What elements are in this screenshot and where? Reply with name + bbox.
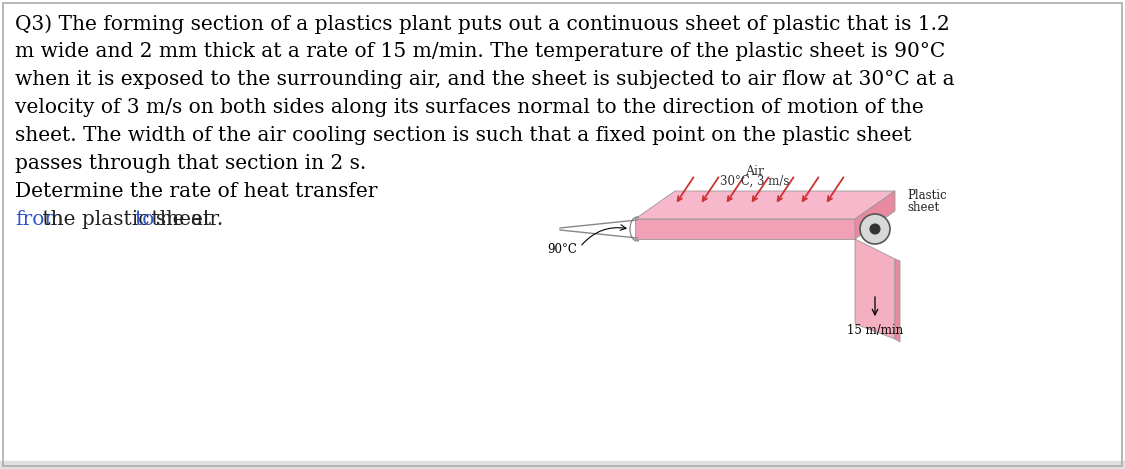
- Polygon shape: [634, 191, 896, 219]
- Text: Air: Air: [746, 165, 765, 178]
- Circle shape: [870, 224, 880, 234]
- Polygon shape: [855, 239, 896, 339]
- Text: when it is exposed to the surrounding air, and the sheet is subjected to air flo: when it is exposed to the surrounding ai…: [15, 70, 955, 89]
- Polygon shape: [634, 219, 855, 239]
- Text: 15 m/min: 15 m/min: [847, 324, 903, 337]
- Text: sheet. The width of the air cooling section is such that a fixed point on the pl: sheet. The width of the air cooling sect…: [15, 126, 911, 145]
- Text: the plastic sheet: the plastic sheet: [36, 210, 217, 229]
- Text: Q3) The forming section of a plastics plant puts out a continuous sheet of plast: Q3) The forming section of a plastics pl…: [15, 14, 950, 34]
- Text: from: from: [15, 210, 64, 229]
- Text: passes through that section in 2 s.: passes through that section in 2 s.: [15, 154, 367, 173]
- Text: the air.: the air.: [145, 210, 223, 229]
- Text: m wide and 2 mm thick at a rate of 15 m/min. The temperature of the plastic shee: m wide and 2 mm thick at a rate of 15 m/…: [15, 42, 945, 61]
- Text: Plastic: Plastic: [907, 189, 946, 202]
- Polygon shape: [855, 191, 896, 239]
- Polygon shape: [896, 259, 900, 342]
- Circle shape: [860, 214, 890, 244]
- Text: velocity of 3 m/s on both sides along its surfaces normal to the direction of mo: velocity of 3 m/s on both sides along it…: [15, 98, 924, 117]
- Text: 30°C, 3 m/s: 30°C, 3 m/s: [720, 175, 790, 188]
- Text: 90°C: 90°C: [547, 242, 577, 256]
- Text: Determine the rate of heat transfer: Determine the rate of heat transfer: [15, 182, 378, 201]
- Text: to: to: [134, 210, 154, 229]
- Text: sheet: sheet: [907, 201, 939, 214]
